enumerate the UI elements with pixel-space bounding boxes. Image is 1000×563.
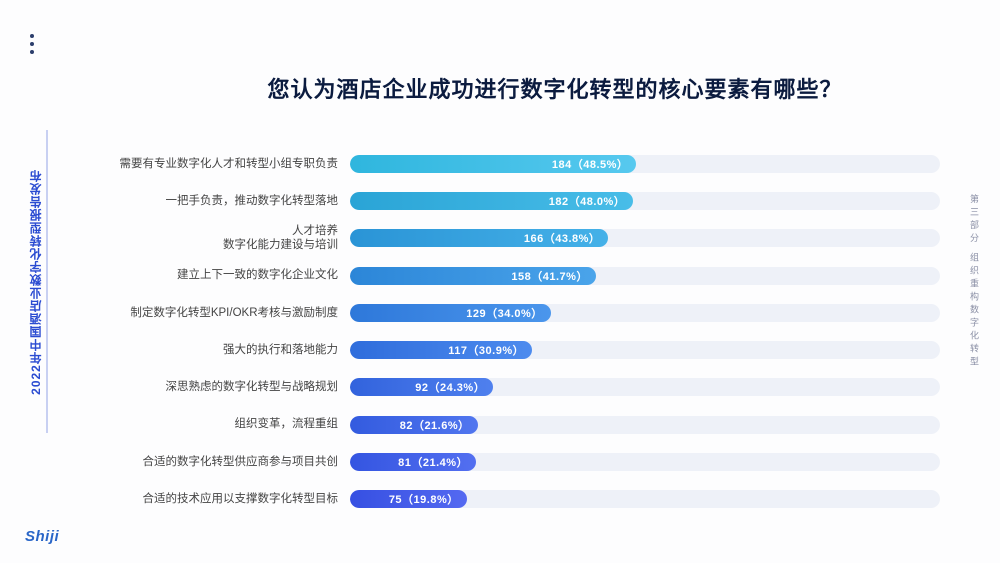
bar-label: 合适的技术应用以支撑数字化转型目标 (100, 492, 350, 506)
logo: Shiji (25, 528, 59, 545)
chart-row: 合适的技术应用以支撑数字化转型目标75（19.8%） (100, 485, 940, 513)
chart-row: 建立上下一致的数字化企业文化158（41.7%） (100, 262, 940, 290)
bar-chart: 需要有专业数字化人才和转型小组专职负责184（48.5%） 一把手负责，推动数字化… (100, 150, 940, 513)
bar-label: 需要有专业数字化人才和转型小组专职负责 (100, 157, 350, 171)
bar-track: 129（34.0%） (350, 304, 940, 322)
bar-value: 129（34.0%） (350, 304, 551, 322)
bar-track: 158（41.7%） (350, 267, 940, 285)
left-vertical-label: 2022年中国酒店业数字化转型报告发布 (28, 169, 45, 395)
bar-value: 182（48.0%） (350, 192, 633, 210)
bar-track: 81（21.4%） (350, 453, 940, 471)
bar-track: 184（48.5%） (350, 155, 940, 173)
chart-row: 强大的执行和落地能力117（30.9%） (100, 336, 940, 364)
chart-row: 深思熟虑的数字化转型与战略规划92（24.3%） (100, 373, 940, 401)
bar-label: 强大的执行和落地能力 (100, 343, 350, 357)
bar-track: 82（21.6%） (350, 416, 940, 434)
bar-value: 81（21.4%） (350, 453, 476, 471)
chart-row: 制定数字化转型KPI/OKR考核与激励制度129（34.0%） (100, 299, 940, 327)
page-title: 您认为酒店企业成功进行数字化转型的核心要素有哪些？ (190, 72, 920, 104)
page: 2022年中国酒店业数字化转型报告发布 第三部分 组织重构数字化转型 您认为酒店… (0, 0, 1000, 563)
chart-row: 人才培养数字化能力建设与培训166（43.8%） (100, 224, 940, 252)
bar-track: 182（48.0%） (350, 192, 940, 210)
chart-row: 一把手负责，推动数字化转型落地182（48.0%） (100, 187, 940, 215)
bar-track: 75（19.8%） (350, 490, 940, 508)
bar-label: 建立上下一致的数字化企业文化 (100, 268, 350, 282)
chart-row: 合适的数字化转型供应商参与项目共创81（21.4%） (100, 448, 940, 476)
bar-value: 117（30.9%） (350, 341, 532, 359)
bar-track: 92（24.3%） (350, 378, 940, 396)
bar-label: 合适的数字化转型供应商参与项目共创 (100, 455, 350, 469)
right-vertical-label: 第三部分 组织重构数字化转型 (966, 194, 982, 370)
more-menu-icon[interactable] (30, 34, 34, 54)
bar-value: 75（19.8%） (350, 490, 467, 508)
bar-value: 166（43.8%） (350, 229, 608, 247)
bar-value: 92（24.3%） (350, 378, 493, 396)
bar-value: 158（41.7%） (350, 267, 596, 285)
bar-label: 深思熟虑的数字化转型与战略规划 (100, 380, 350, 394)
bar-track: 117（30.9%） (350, 341, 940, 359)
bar-label: 组织变革，流程重组 (100, 417, 350, 431)
chart-row: 组织变革，流程重组82（21.6%） (100, 411, 940, 439)
bar-value: 184（48.5%） (350, 155, 636, 173)
bar-value: 82（21.6%） (350, 416, 478, 434)
bar-track: 166（43.8%） (350, 229, 940, 247)
chart-row: 需要有专业数字化人才和转型小组专职负责184（48.5%） (100, 150, 940, 178)
bar-label: 一把手负责，推动数字化转型落地 (100, 194, 350, 208)
left-divider (46, 130, 48, 433)
bar-label: 制定数字化转型KPI/OKR考核与激励制度 (100, 306, 350, 320)
bar-label: 人才培养数字化能力建设与培训 (100, 224, 350, 253)
